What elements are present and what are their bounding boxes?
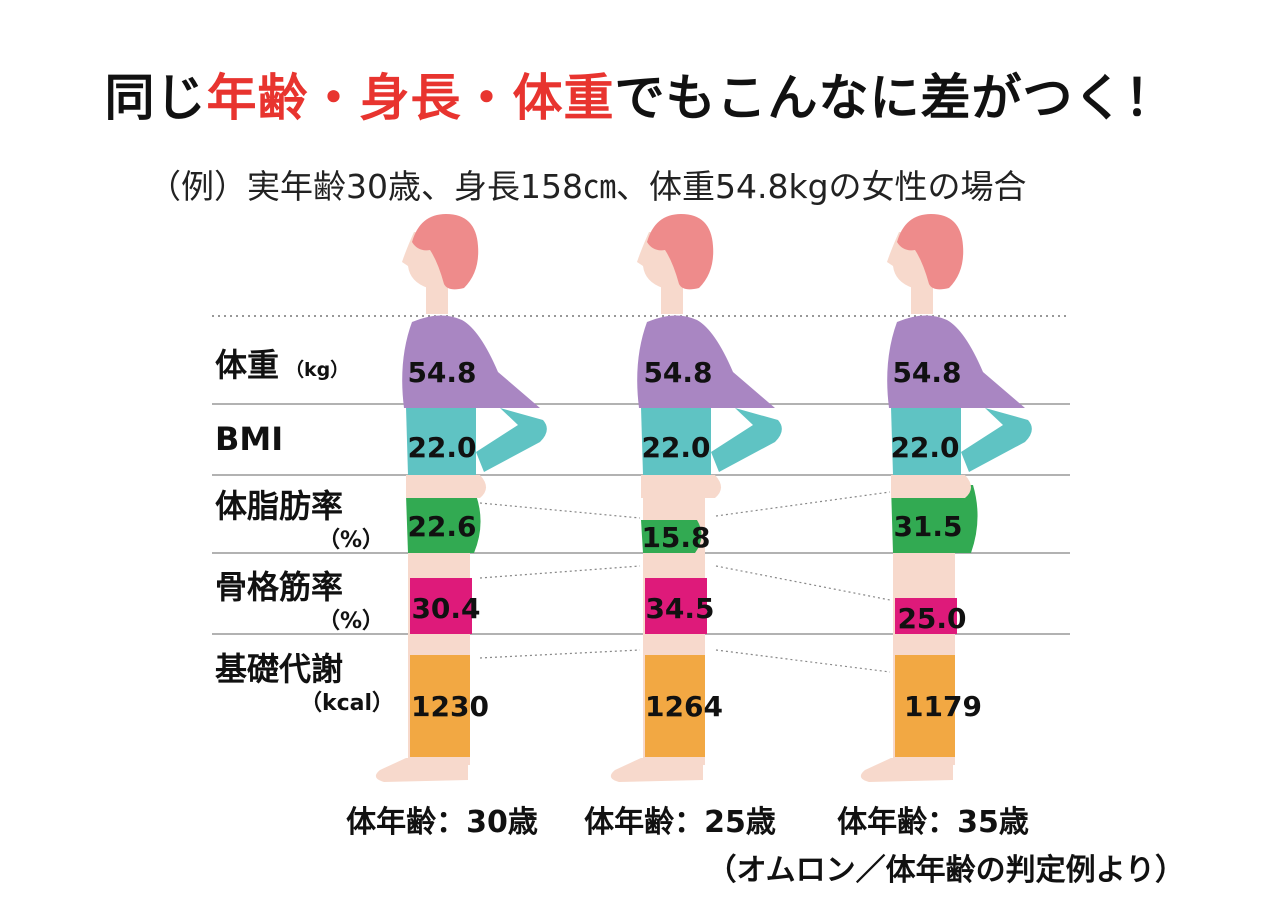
page-title: 同じ年齢・身長・体重でもこんなに差がつく！ <box>0 58 1280 130</box>
figure-3-bodyfat-band <box>891 485 978 553</box>
figure-3-feet <box>860 758 953 782</box>
figure-1-weight-band <box>402 315 540 408</box>
figure-3-metabolism-value: 1179 <box>904 690 982 723</box>
connector-line-5 <box>479 649 641 659</box>
title-part-2-highlight: 年齢・身長・体重 <box>206 69 615 127</box>
figure-2-hips <box>641 475 721 498</box>
figure-2-body-age: 体年齢：25歳 <box>584 805 776 840</box>
title-part-1: 同じ <box>104 69 207 127</box>
connector-line-6 <box>715 649 891 673</box>
row-label-bmi: BMI <box>215 420 284 458</box>
figure-2-bodyfat-value: 15.8 <box>641 521 711 554</box>
figure-3-bmi-torso <box>891 407 961 475</box>
figure-2-neck <box>661 282 683 314</box>
connector-line-3 <box>479 565 641 579</box>
figure-1-bodyfat-band <box>406 495 481 553</box>
figure-3-hair <box>897 214 964 290</box>
figure-3-weight-band <box>887 315 1025 408</box>
figure-2-metabolism-band <box>645 655 705 757</box>
source-note: （オムロン／体年齢の判定例より） <box>706 853 1186 888</box>
row-label-metabolism: 基礎代謝 <box>215 650 344 688</box>
figure-3-body-age: 体年齢：35歳 <box>837 805 1029 840</box>
figure-2-feet <box>610 758 703 782</box>
figure-1-hips <box>406 475 486 498</box>
figure-3-bmi-arm <box>961 408 1032 472</box>
figure-3-metabolism-band <box>895 655 955 757</box>
subtitle: （例）実年齢30歳、身長158㎝、体重54.8kgの女性の場合 <box>148 167 1027 206</box>
figure-3-muscle-band <box>895 598 957 634</box>
figure-1-muscle-band <box>410 578 472 634</box>
figure-1-metabolism-band <box>410 655 470 757</box>
figure-1-bmi-arm <box>476 408 547 472</box>
figure-2-bmi-torso <box>641 407 711 475</box>
connector-line-4 <box>715 565 891 601</box>
row-unit-bodyfat: （%） <box>318 528 385 553</box>
figure-1-feet <box>375 758 468 782</box>
figure-3-hips <box>891 475 971 498</box>
figure-2-weight-value: 54.8 <box>643 356 713 389</box>
figure-1-bmi-value: 22.0 <box>407 431 477 464</box>
row-label-weight-text: 体重 <box>215 346 280 384</box>
figure-1-bmi-torso <box>406 407 476 475</box>
figure-1-neck <box>426 282 448 314</box>
figure-3-bmi-value: 22.0 <box>890 431 960 464</box>
figure-1-weight-value: 54.8 <box>407 356 477 389</box>
figure-2-bmi-value: 22.0 <box>641 431 711 464</box>
connector-line-1 <box>479 502 641 519</box>
figure-2-metabolism-value: 1264 <box>645 690 723 723</box>
row-unit-metabolism: （kcal） <box>300 691 395 716</box>
connector-line-2 <box>715 491 891 517</box>
figure-3-bodyfat-value: 31.5 <box>893 510 963 543</box>
figure-2-weight-band <box>637 315 775 408</box>
figure-2-bmi-arm <box>711 408 782 472</box>
row-unit-muscle: （%） <box>318 609 385 634</box>
figure-3-weight-value: 54.8 <box>892 356 962 389</box>
row-label-weight: 体重 （kg） <box>215 340 349 386</box>
figure-3-neck <box>911 282 933 314</box>
row-label-weight-unit: （kg） <box>285 359 350 381</box>
title-part-3: でもこんなに差がつく！ <box>614 69 1176 127</box>
figure-1-body-age: 体年齢：30歳 <box>346 805 538 840</box>
row-label-muscle: 骨格筋率 <box>215 568 344 606</box>
figure-1-bodyfat-value: 22.6 <box>407 510 477 543</box>
figure-1-muscle-value: 30.4 <box>411 592 481 625</box>
figure-2-muscle-band <box>645 578 707 634</box>
figure-2-bodyfat-band <box>641 520 702 553</box>
figure-3-muscle-value: 25.0 <box>897 602 967 635</box>
figure-2-hair <box>647 214 714 290</box>
row-label-bodyfat: 体脂肪率 <box>215 487 344 525</box>
figure-1-hair <box>412 214 479 290</box>
figure-2-muscle-value: 34.5 <box>645 592 715 625</box>
figure-1-metabolism-value: 1230 <box>411 690 489 723</box>
